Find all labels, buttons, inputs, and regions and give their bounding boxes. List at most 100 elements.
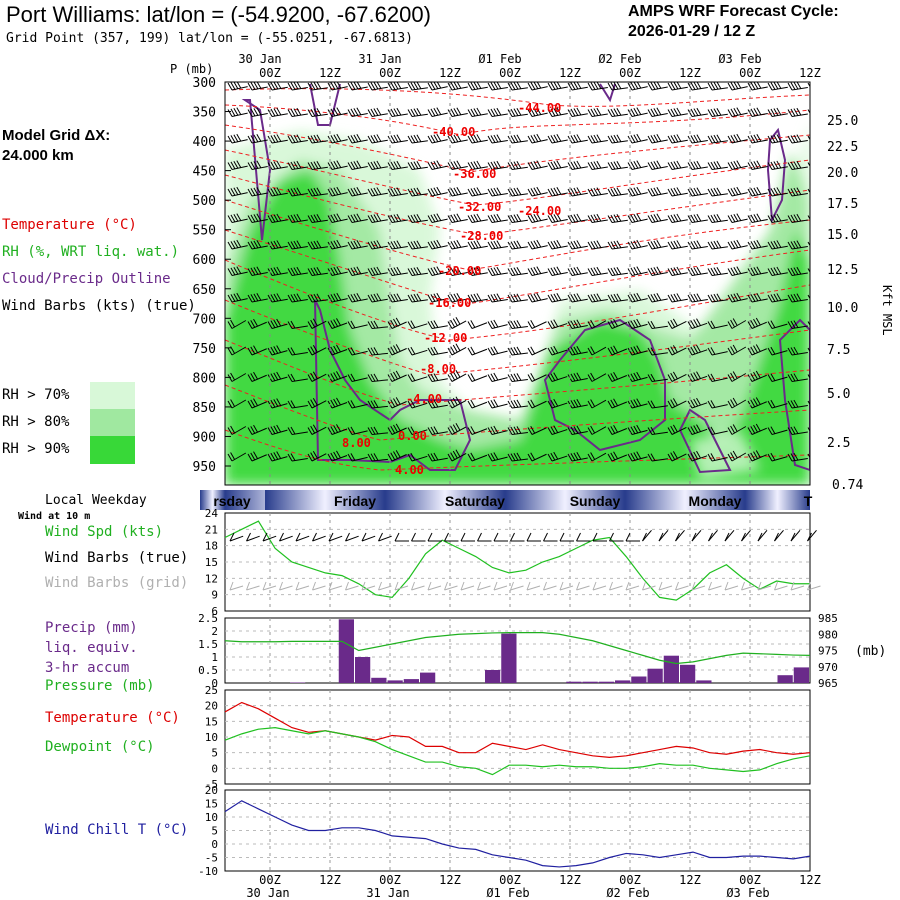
wind-barb xyxy=(287,320,308,329)
y-tick: 20 xyxy=(205,700,218,713)
wind-barb xyxy=(807,215,810,221)
wind-barb xyxy=(267,318,288,329)
wind-barb xyxy=(527,186,548,197)
wind-barb xyxy=(427,160,448,170)
wind-barb xyxy=(647,160,668,170)
wind-barb xyxy=(507,240,528,250)
wind-barb xyxy=(767,160,788,170)
y-tick: 10 xyxy=(205,731,218,744)
wind-barb xyxy=(607,160,628,170)
wind-barb xyxy=(807,82,810,88)
wind-barb xyxy=(767,187,788,197)
panel-legend-label: Pressure (mb) xyxy=(45,678,155,694)
wind-barb xyxy=(807,162,810,168)
wind-barb xyxy=(787,213,808,223)
bottom-hour-label: 12Z xyxy=(799,873,821,887)
precip-bar xyxy=(290,682,306,683)
wind-barb xyxy=(787,320,808,329)
wind-barb xyxy=(567,240,588,250)
wind-barb xyxy=(527,266,548,276)
wind-barb xyxy=(307,82,328,91)
wind-barb xyxy=(707,293,728,303)
y-tick-right: 970 xyxy=(818,661,838,674)
legend-cloud-outline: Cloud/Precip Outline xyxy=(2,271,171,287)
panel-legend-label: Wind Spd (kts) xyxy=(45,524,163,540)
bottom-hour-label: 00Z xyxy=(739,873,761,887)
wind-barb xyxy=(687,160,708,170)
wind-barb xyxy=(267,107,288,117)
panel-frame xyxy=(224,617,811,684)
wind-barbs-field xyxy=(227,82,810,462)
wind-barb xyxy=(247,134,268,144)
precip-bar xyxy=(696,680,712,683)
wind-barb xyxy=(587,266,608,276)
wind-barb xyxy=(747,293,768,303)
model-grid-value: 24.000 km xyxy=(2,147,74,164)
wind-barb xyxy=(407,134,428,144)
legend-rh80-label: RH > 80% xyxy=(2,414,70,430)
forecast-cycle-label: AMPS WRF Forecast Cycle: xyxy=(628,3,839,20)
precip-bar xyxy=(355,657,371,683)
y-tick: -10 xyxy=(198,865,218,878)
wind-barb xyxy=(807,188,810,194)
bottom-date-label: 30 Jan xyxy=(246,886,289,900)
wind-barb xyxy=(407,213,428,223)
y-tick: 5 xyxy=(211,747,218,760)
wind-barb xyxy=(667,318,687,329)
wind-barb xyxy=(687,266,708,276)
wind-barb xyxy=(767,293,788,303)
wind-barb xyxy=(727,318,747,329)
legend-wind-barbs: Wind Barbs (kts) (true) xyxy=(2,298,196,314)
wind-barb xyxy=(627,186,648,197)
panel-legend-label: Wind Barbs (grid) xyxy=(45,575,188,591)
wind-barb xyxy=(647,213,668,223)
wind-barb xyxy=(347,134,368,144)
wind-barb xyxy=(727,186,748,197)
wind-barb xyxy=(247,266,268,276)
wind-barb xyxy=(607,266,628,276)
wind-barb xyxy=(527,160,548,170)
y-tick: 1 xyxy=(211,651,218,664)
precip-bar xyxy=(680,664,696,683)
forecast-cycle-value: 2026-01-29 / 12 Z xyxy=(628,23,756,40)
wind-barb xyxy=(687,344,708,356)
wind-barb xyxy=(367,187,388,197)
wind-barb xyxy=(527,292,548,303)
bottom-hour-label: 12Z xyxy=(319,873,341,887)
wind-barb xyxy=(747,134,768,144)
wind-barb xyxy=(727,266,748,276)
panel-legend-label: Wind Chill T (°C) xyxy=(45,822,188,838)
y-tick-right: 965 xyxy=(818,677,838,690)
wind-barb xyxy=(247,240,268,250)
y-tick: 15 xyxy=(205,798,218,811)
wind-barb xyxy=(587,293,608,303)
wind-barb xyxy=(267,293,288,303)
wind-barb xyxy=(547,266,568,276)
panel-legend-label: 3-hr accum xyxy=(45,660,129,676)
bottom-date-label: Ø2 Feb xyxy=(606,886,649,900)
wind-barb xyxy=(447,293,468,303)
panel-legend-label: Wind Barbs (true) xyxy=(45,550,188,566)
precip-bar xyxy=(501,633,517,683)
precip-bar xyxy=(582,681,598,683)
wind-barb xyxy=(287,347,308,356)
model-grid-label: Model Grid ΔX: xyxy=(2,127,111,144)
panel-legend-label: Temperature (°C) xyxy=(45,710,180,726)
wind-barb xyxy=(227,186,248,197)
bottom-hour-label: 12Z xyxy=(439,873,461,887)
wind-barb xyxy=(407,82,428,91)
wind-barb xyxy=(747,160,768,170)
precip-bar xyxy=(793,667,809,683)
wind-barb xyxy=(527,239,548,250)
wind-barb xyxy=(787,346,808,356)
wind-barb xyxy=(707,213,728,223)
precip-bar xyxy=(647,668,663,683)
wind-barb xyxy=(647,187,668,197)
wind-barb xyxy=(367,293,388,303)
precip-bar xyxy=(598,681,614,683)
wind-barb xyxy=(727,107,748,117)
wind-barb xyxy=(247,187,268,197)
wind-barb xyxy=(667,107,688,117)
wind-barb xyxy=(607,187,628,197)
